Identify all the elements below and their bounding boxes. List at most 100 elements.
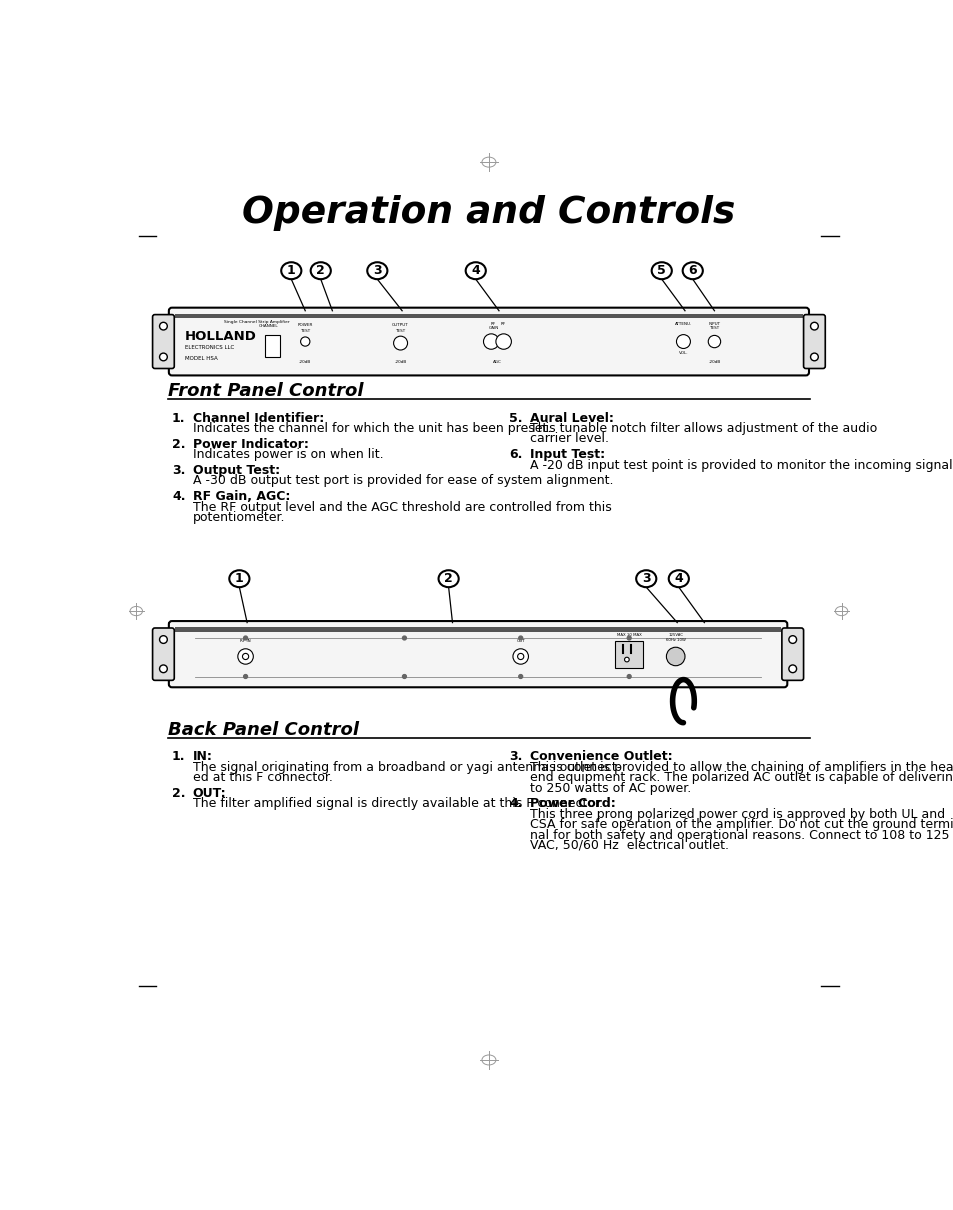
Circle shape (402, 636, 406, 640)
Text: -20dB: -20dB (394, 361, 406, 364)
Text: Power Indicator:: Power Indicator: (193, 438, 309, 451)
Ellipse shape (281, 263, 301, 280)
Circle shape (676, 335, 690, 348)
Text: 2.: 2. (172, 786, 185, 800)
Ellipse shape (465, 263, 485, 280)
Text: 2: 2 (316, 264, 325, 277)
Text: 4: 4 (471, 264, 479, 277)
Ellipse shape (636, 570, 656, 587)
Text: 1.: 1. (172, 750, 185, 764)
Circle shape (666, 647, 684, 666)
Circle shape (483, 334, 498, 350)
Ellipse shape (438, 570, 458, 587)
Bar (174, 627, 781, 632)
Text: This three prong polarized power cord is approved by both UL and: This three prong polarized power cord is… (530, 808, 944, 820)
Circle shape (243, 675, 247, 679)
Text: RF: RF (491, 322, 496, 325)
Text: OUT:: OUT: (193, 786, 226, 800)
Text: end equipment rack. The polarized AC outlet is capable of delivering up: end equipment rack. The polarized AC out… (530, 771, 953, 784)
Text: This outlet is provided to allow the chaining of amplifiers in the head-: This outlet is provided to allow the cha… (530, 761, 953, 774)
Text: CHANNEL: CHANNEL (259, 324, 278, 328)
Circle shape (159, 322, 167, 330)
Circle shape (517, 653, 523, 659)
Text: RF: RF (500, 322, 506, 325)
Text: Aural Level:: Aural Level: (530, 411, 613, 425)
Text: VOL.: VOL. (678, 351, 687, 355)
Text: Input Test:: Input Test: (530, 448, 604, 461)
Circle shape (518, 675, 522, 679)
Text: 1: 1 (287, 264, 295, 277)
Text: TEST: TEST (300, 329, 310, 333)
Circle shape (513, 649, 528, 664)
Text: INPUT: INPUT (708, 322, 720, 325)
Text: 1.: 1. (172, 411, 185, 425)
FancyBboxPatch shape (169, 621, 786, 687)
Text: 3.: 3. (509, 750, 522, 764)
Text: Output Test:: Output Test: (193, 463, 280, 477)
Text: Front Panel Control: Front Panel Control (168, 382, 363, 401)
FancyBboxPatch shape (802, 315, 824, 369)
Circle shape (810, 353, 818, 361)
Text: GAIN: GAIN (488, 327, 498, 330)
Text: CSA for safe operation of the amplifier. Do not cut the ground termi-: CSA for safe operation of the amplifier.… (530, 818, 953, 831)
Text: 6.: 6. (509, 448, 522, 461)
Text: Indicates the channel for which the unit has been preset.: Indicates the channel for which the unit… (193, 422, 551, 436)
Text: AGC: AGC (493, 361, 501, 364)
Text: OUT: OUT (516, 639, 524, 643)
Text: ed at this F connector.: ed at this F connector. (193, 771, 333, 784)
Circle shape (627, 636, 631, 640)
Bar (265, 335, 280, 357)
Text: Convenience Outlet:: Convenience Outlet: (530, 750, 672, 764)
Text: 2: 2 (444, 572, 453, 586)
Ellipse shape (682, 263, 702, 280)
Bar (615, 641, 642, 668)
Text: TEST: TEST (709, 327, 719, 330)
Text: POWER: POWER (297, 323, 313, 328)
Circle shape (496, 334, 511, 350)
Ellipse shape (367, 263, 387, 280)
Circle shape (242, 653, 249, 659)
Text: 60Hz 10W: 60Hz 10W (665, 638, 685, 641)
Circle shape (159, 353, 167, 361)
Circle shape (788, 666, 796, 673)
Text: 2.: 2. (172, 438, 185, 451)
Circle shape (237, 649, 253, 664)
FancyBboxPatch shape (152, 628, 174, 680)
Text: HOLLAND: HOLLAND (185, 330, 256, 344)
Text: 5: 5 (657, 264, 665, 277)
Circle shape (707, 335, 720, 347)
Text: The signal originating from a broadband or yagi antenna is connect-: The signal originating from a broadband … (193, 761, 620, 774)
Circle shape (159, 635, 167, 644)
Text: RF IN: RF IN (240, 639, 251, 643)
Text: The filter amplified signal is directly available at this F connector.: The filter amplified signal is directly … (193, 797, 602, 811)
Text: Channel Identifier:: Channel Identifier: (193, 411, 324, 425)
Circle shape (402, 675, 406, 679)
Text: Back Panel Control: Back Panel Control (168, 721, 358, 739)
Text: 1: 1 (234, 572, 244, 586)
Text: TEST: TEST (395, 329, 405, 333)
Text: carrier level.: carrier level. (530, 432, 608, 445)
Circle shape (394, 336, 407, 350)
Text: -20dB: -20dB (707, 361, 720, 364)
Circle shape (300, 336, 310, 346)
Ellipse shape (229, 570, 249, 587)
Circle shape (624, 657, 629, 662)
Text: A -30 dB output test port is provided for ease of system alignment.: A -30 dB output test port is provided fo… (193, 474, 613, 488)
Text: MODEL HSA: MODEL HSA (185, 356, 217, 361)
Bar (174, 313, 802, 318)
Text: -20dB: -20dB (299, 359, 311, 363)
Text: 4: 4 (674, 572, 682, 586)
Circle shape (788, 635, 796, 644)
FancyBboxPatch shape (169, 307, 808, 375)
Text: OUTPUT: OUTPUT (392, 323, 409, 328)
Text: This tunable notch filter allows adjustment of the audio: This tunable notch filter allows adjustm… (530, 422, 877, 436)
Text: Power Cord:: Power Cord: (530, 797, 615, 811)
Text: 3: 3 (373, 264, 381, 277)
Text: 3: 3 (641, 572, 650, 586)
Text: VAC, 50/60 Hz  electrical outlet.: VAC, 50/60 Hz electrical outlet. (530, 839, 728, 852)
Text: MAX 10 MAX: MAX 10 MAX (617, 633, 641, 636)
Ellipse shape (311, 263, 331, 280)
FancyBboxPatch shape (781, 628, 802, 680)
Text: RF Gain, AGC:: RF Gain, AGC: (193, 490, 290, 503)
Circle shape (810, 322, 818, 330)
